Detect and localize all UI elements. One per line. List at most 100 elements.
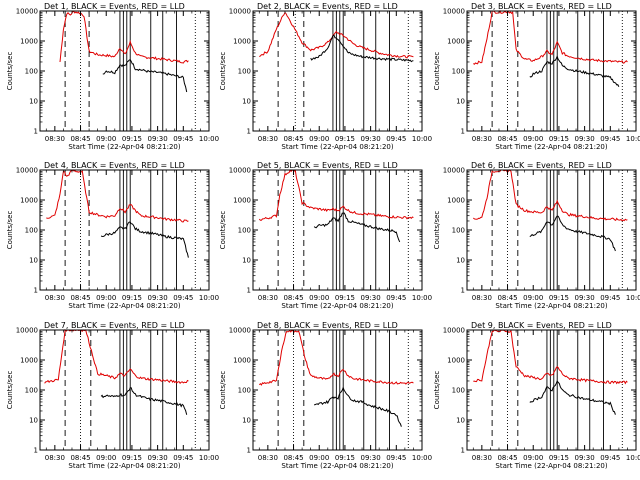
x-tick-label: 10:00: [626, 135, 640, 143]
x-tick-label: 09:45: [600, 294, 620, 302]
x-tick-label: 09:30: [575, 135, 595, 143]
y-tick-label: 1: [34, 287, 38, 295]
y-tick-label: 10000: [16, 167, 38, 175]
x-tick-label: 08:30: [258, 294, 278, 302]
x-tick-label: 08:45: [497, 135, 517, 143]
y-axis-label: Counts/sec: [6, 52, 14, 91]
x-tick-label: 09:15: [335, 454, 355, 462]
panel-title: Det 6, BLACK = Events, RED = LLD: [471, 161, 612, 170]
series-events-line: [102, 58, 188, 93]
detector-panel-5: Det 5, BLACK = Events, RED = LLD 1 10 100 10…: [219, 161, 432, 310]
x-tick-label: 09:00: [96, 454, 116, 462]
panel-title: Det 5, BLACK = Events, RED = LLD: [257, 161, 398, 170]
y-tick-label: 10: [456, 98, 465, 106]
x-tick-label: 09:15: [122, 135, 142, 143]
detector-panel-4: Det 4, BLACK = Events, RED = LLD 1 10 100 10…: [6, 161, 219, 310]
y-tick-label: 100: [25, 68, 38, 76]
y-tick-label: 1: [34, 128, 38, 136]
x-tick-label: 09:45: [600, 454, 620, 462]
y-tick-label: 1000: [20, 38, 38, 46]
y-tick-label: 10000: [443, 167, 465, 175]
x-tick-label: 10:00: [412, 454, 432, 462]
y-tick-label: 10000: [16, 8, 38, 16]
x-tick-label: 09:15: [335, 294, 355, 302]
detector-panel-7: Det 7, BLACK = Events, RED = LLD 1 10 100 10…: [6, 321, 219, 470]
x-tick-label: 08:30: [45, 294, 65, 302]
y-tick-label: 1000: [233, 357, 251, 365]
y-tick-label: 1000: [233, 38, 251, 46]
x-tick-label: 10:00: [626, 294, 640, 302]
y-tick-label: 10000: [443, 327, 465, 335]
series-lld-line: [258, 329, 414, 386]
x-tick-label: 08:45: [497, 454, 517, 462]
detector-panel-3: Det 3, BLACK = Events, RED = LLD 1 10 100 10…: [433, 2, 640, 151]
x-tick-label: 08:45: [70, 294, 90, 302]
x-tick-label: 09:00: [523, 294, 543, 302]
series-events-line: [529, 55, 620, 87]
y-tick-label: 1000: [20, 197, 38, 205]
y-tick-label: 1000: [233, 197, 251, 205]
detector-panel-8: Det 8, BLACK = Events, RED = LLD 1 10 100 10…: [219, 321, 432, 470]
x-tick-label: 09:45: [173, 135, 193, 143]
y-axis-label: Counts/sec: [6, 211, 14, 250]
y-tick-label: 1: [247, 287, 251, 295]
y-tick-label: 100: [452, 387, 465, 395]
x-tick-label: 08:45: [283, 135, 303, 143]
x-tick-label: 09:15: [549, 135, 569, 143]
y-tick-label: 1: [247, 447, 251, 455]
x-tick-label: 10:00: [199, 135, 219, 143]
x-axis-label: Start Time (22-Apr-04 08:21:20): [281, 302, 393, 310]
y-axis-label: Counts/sec: [219, 371, 227, 410]
y-tick-label: 10000: [229, 167, 251, 175]
x-tick-label: 09:00: [309, 294, 329, 302]
y-tick-label: 10: [242, 417, 251, 425]
x-tick-label: 08:45: [70, 135, 90, 143]
y-axis-label: Counts/sec: [433, 211, 441, 250]
y-tick-label: 1000: [20, 357, 38, 365]
x-axis-label: Start Time (22-Apr-04 08:21:20): [281, 143, 393, 151]
y-tick-label: 100: [452, 227, 465, 235]
y-tick-label: 10: [456, 417, 465, 425]
x-tick-label: 09:00: [309, 135, 329, 143]
y-axis-label: Counts/sec: [6, 371, 14, 410]
y-tick-label: 10000: [16, 327, 38, 335]
series-lld-line: [59, 10, 189, 64]
y-tick-label: 10: [242, 98, 251, 106]
x-axis-label: Start Time (22-Apr-04 08:21:20): [495, 462, 607, 470]
x-tick-label: 10:00: [199, 294, 219, 302]
x-tick-label: 09:30: [575, 294, 595, 302]
y-tick-label: 1: [461, 447, 465, 455]
x-tick-label: 09:00: [96, 135, 116, 143]
y-tick-label: 1000: [447, 197, 465, 205]
x-tick-label: 10:00: [199, 454, 219, 462]
y-axis-label: Counts/sec: [433, 371, 441, 410]
x-tick-label: 08:30: [258, 454, 278, 462]
x-tick-label: 09:30: [361, 135, 381, 143]
x-tick-label: 09:00: [309, 454, 329, 462]
series-lld-line: [258, 169, 414, 221]
x-tick-label: 09:45: [386, 135, 406, 143]
x-tick-label: 08:45: [283, 454, 303, 462]
x-tick-label: 09:45: [173, 454, 193, 462]
y-tick-label: 1000: [447, 357, 465, 365]
y-tick-label: 100: [25, 387, 38, 395]
detector-panel-1: Det 1, BLACK = Events, RED = LLD 1 10 100 10…: [6, 2, 219, 151]
x-tick-label: 08:30: [472, 135, 492, 143]
y-tick-label: 100: [25, 227, 38, 235]
x-axis-label: Start Time (22-Apr-04 08:21:20): [68, 143, 180, 151]
x-tick-label: 09:15: [335, 135, 355, 143]
x-tick-label: 09:15: [549, 454, 569, 462]
x-tick-label: 08:45: [283, 294, 303, 302]
detector-panel-6: Det 6, BLACK = Events, RED = LLD 1 10 100 10…: [433, 161, 640, 310]
x-tick-label: 09:45: [386, 294, 406, 302]
y-tick-label: 10000: [229, 327, 251, 335]
series-events-line: [313, 386, 402, 427]
x-tick-label: 08:30: [45, 135, 65, 143]
x-tick-label: 09:30: [361, 294, 381, 302]
x-tick-label: 08:30: [45, 454, 65, 462]
x-axis-label: Start Time (22-Apr-04 08:21:20): [68, 302, 180, 310]
y-tick-label: 10: [242, 257, 251, 265]
series-events-line: [529, 380, 616, 415]
panel-title: Det 7, BLACK = Events, RED = LLD: [44, 321, 185, 330]
panel-title: Det 9, BLACK = Events, RED = LLD: [471, 321, 612, 330]
